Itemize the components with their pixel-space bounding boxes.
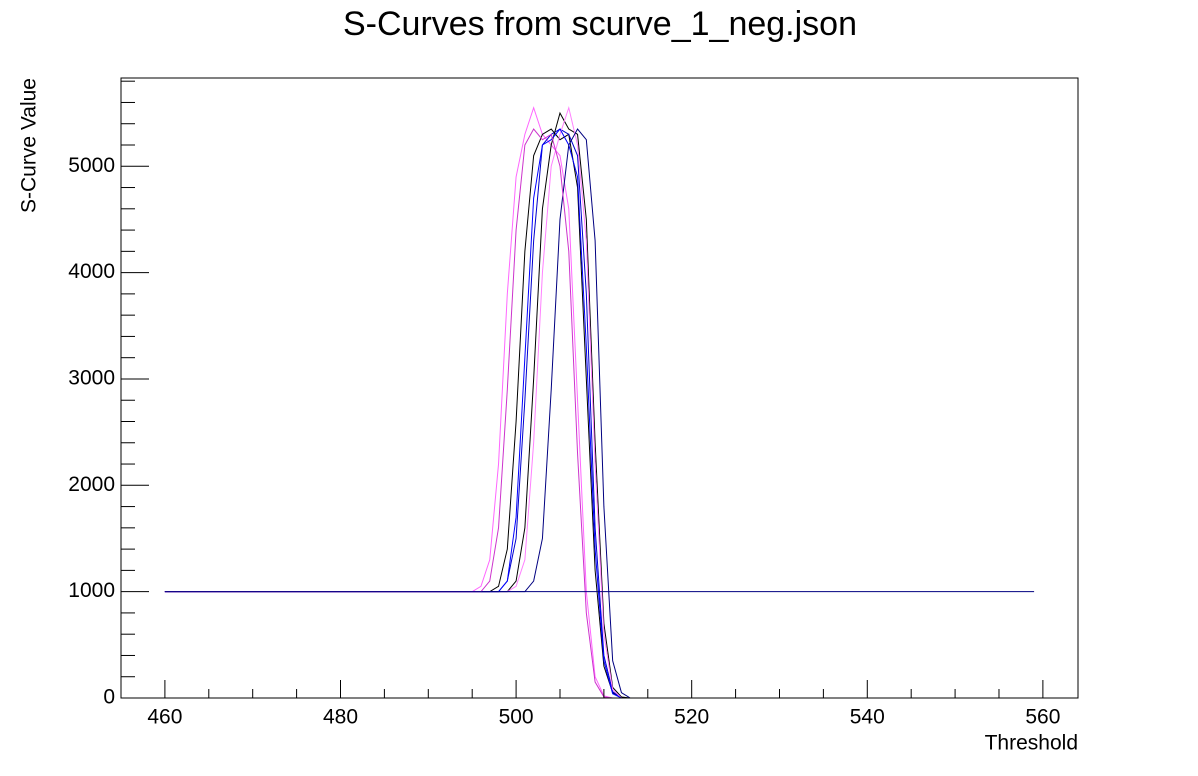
x-tick-label: 500	[499, 706, 534, 729]
x-axis-label: Threshold	[985, 732, 1078, 755]
plot-frame	[120, 77, 1079, 699]
y-axis-label: S-Curve Value	[18, 78, 41, 213]
chart-title: S-Curves from scurve_1_neg.json	[343, 5, 857, 43]
y-tick-label: 3000	[68, 367, 115, 390]
y-tick-label: 4000	[68, 260, 115, 283]
x-tick-label: 560	[1025, 706, 1060, 729]
y-tick-label: 2000	[68, 473, 115, 496]
y-tick-label: 5000	[68, 154, 115, 177]
y-tick-label: 0	[103, 686, 115, 709]
x-tick-label: 480	[323, 706, 358, 729]
y-tick-label: 1000	[68, 579, 115, 602]
x-tick-label: 460	[147, 706, 182, 729]
x-tick-label: 540	[850, 706, 885, 729]
x-tick-label: 520	[674, 706, 709, 729]
